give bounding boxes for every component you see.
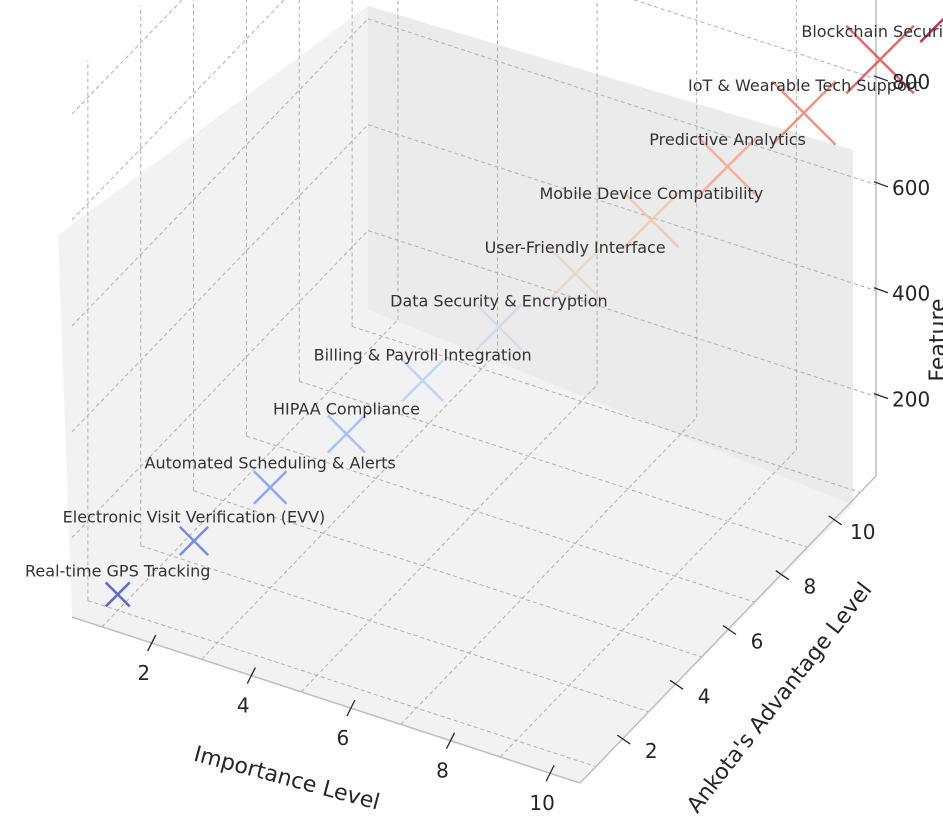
y-tick-label: 8 (803, 575, 816, 599)
floor-grid-line (201, 351, 498, 660)
data-point (178, 525, 210, 557)
data-point (549, 247, 602, 300)
back-grid-line (367, 18, 877, 186)
floor-grid-line (351, 325, 861, 493)
floor-grid-line (300, 384, 598, 693)
point-label: Real-time GPS Tracking (25, 561, 210, 580)
floor-grid-line (400, 417, 698, 725)
floor-pane (72, 310, 853, 783)
floor-grid-line (87, 600, 597, 768)
back-grid-line (367, 124, 877, 292)
back-grid-line (367, 230, 877, 398)
x-tick-label: 6 (337, 726, 350, 750)
y-tick-mark (616, 734, 631, 745)
floor-grid-line (499, 449, 797, 758)
z-tick-label: 800 (892, 70, 930, 94)
z-tick-mark (873, 75, 889, 82)
x-tick-label: 8 (436, 759, 449, 783)
z-axis-title: Feature (926, 298, 943, 381)
x-tick-label: 2 (137, 661, 150, 685)
z-tick-mark (873, 392, 889, 400)
side-grid-line (71, 124, 369, 433)
floor-grid-line (101, 319, 399, 628)
z-tick-mark (873, 287, 889, 294)
point-label: Billing & Payroll Integration (314, 346, 532, 365)
x-axis-line (71, 616, 581, 784)
floor-grid-line (246, 435, 755, 603)
z-tick-label: 600 (892, 176, 930, 200)
data-point (623, 191, 680, 249)
side-grid-line (71, 230, 369, 538)
point-label: User-Friendly Interface (485, 238, 666, 257)
y-tick-mark (722, 624, 737, 636)
z-tick-label: 400 (892, 282, 930, 306)
x-axis-title: Importance Level (191, 742, 382, 816)
side-grid-line (71, 18, 369, 327)
y-tick-mark (775, 570, 790, 581)
z-tick-label: 200 (892, 388, 930, 412)
data-point (845, 24, 915, 95)
point-label: IoT & Wearable Tech Support (688, 76, 920, 95)
data-point (327, 414, 366, 454)
data-point (771, 80, 837, 146)
data-point (919, 17, 943, 43)
x-tick-label: 10 (529, 791, 554, 815)
floor-grid-line (299, 380, 808, 548)
data-point (475, 303, 523, 351)
point-label: Blockchain Security (801, 22, 943, 41)
x-tick-mark (147, 634, 157, 652)
y-tick-label: 2 (645, 739, 658, 763)
point-label: Electronic Visit Verification (EVV) (63, 507, 326, 526)
data-point (104, 581, 131, 608)
side-grid-line (71, 0, 183, 115)
floor-grid-line (140, 545, 649, 713)
y-tick-mark (828, 515, 843, 526)
floor-grid-line (193, 490, 702, 658)
y-tick-label: 6 (751, 630, 764, 654)
y-tick-label: 4 (698, 684, 711, 708)
x-tick-label: 4 (237, 694, 250, 718)
x-tick-mark (246, 667, 256, 684)
x-tick-mark (445, 732, 456, 749)
left-back-pane (58, 6, 368, 617)
point-label: Predictive Analytics (649, 130, 806, 149)
point-labels: Real-time GPS Tracking Electronic Visit V… (25, 22, 943, 580)
x-tick-mark (346, 699, 356, 717)
tick-labels: 2468102468102004006008001000 (137, 70, 930, 815)
right-back-pane (368, 6, 853, 505)
point-label: Mobile Device Compatibility (539, 184, 763, 203)
y-tick-mark (669, 679, 684, 690)
point-label: Automated Scheduling & Alerts (145, 454, 396, 473)
side-grid-line (71, 0, 285, 221)
x-tick-mark (545, 764, 555, 782)
grid-lines (71, 0, 877, 768)
data-point (252, 470, 288, 505)
point-label: Data Security & Encryption (390, 292, 608, 311)
y-tick-label: 10 (850, 520, 875, 544)
data-points (104, 17, 943, 608)
z-tick-mark (873, 181, 889, 188)
data-point (697, 136, 758, 197)
point-label: HIPAA Compliance (273, 400, 420, 419)
data-point (401, 358, 445, 403)
